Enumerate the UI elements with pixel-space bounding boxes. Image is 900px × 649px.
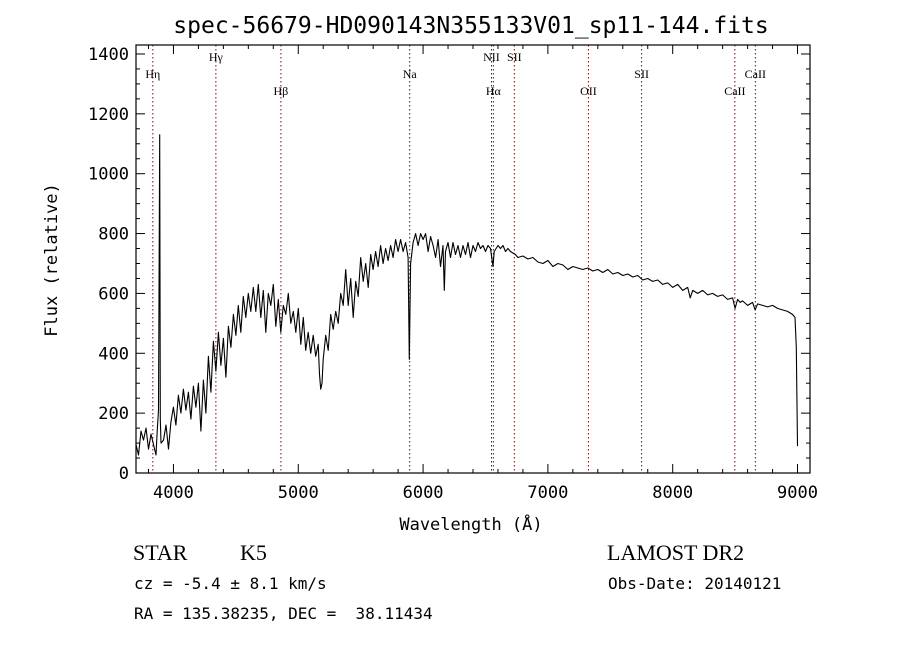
line-label-7: OII (580, 84, 597, 98)
line-label-9: CaII (724, 84, 745, 98)
x-tick-label-4: 8000 (652, 483, 693, 503)
survey-name: LAMOST DR2 (607, 540, 745, 565)
object-subclass: K5 (240, 540, 267, 565)
y-tick-label-6: 1200 (88, 105, 129, 125)
x-tick-label-5: 9000 (777, 483, 818, 503)
line-label-8: SII (634, 67, 649, 81)
line-label-6: SII (507, 50, 522, 64)
line-label-0: Hη (145, 67, 160, 81)
y-tick-label-7: 1400 (88, 45, 129, 65)
line-label-4: NII (483, 50, 500, 64)
plot-frame (135, 44, 811, 474)
y-tick-label-4: 800 (98, 225, 129, 245)
x-tick-label-1: 5000 (278, 483, 319, 503)
y-tick-label-1: 200 (98, 404, 129, 424)
chart-title: spec-56679-HD090143N355133V01_sp11-144.f… (173, 13, 768, 39)
object-class: STAR (133, 540, 188, 565)
x-axis-label: Wavelength (Å) (399, 513, 542, 535)
observation-date: Obs-Date: 20140121 (608, 574, 782, 593)
x-tick-label-2: 6000 (403, 483, 444, 503)
y-tick-label-0: 0 (119, 464, 129, 484)
y-tick-label-3: 600 (98, 284, 129, 304)
coordinates-readout: RA = 135.38235, DEC = 38.11434 (134, 604, 433, 623)
y-axis-label: Flux (relative) (42, 183, 62, 337)
spectrum-series-0 (135, 134, 799, 456)
y-tick-label-5: 1000 (88, 165, 129, 185)
line-label-2: Hβ (274, 84, 289, 98)
x-tick-label-0: 4000 (153, 483, 194, 503)
line-label-10: CaII (745, 67, 766, 81)
axes: 4000 5000 6000 7000 8000 9000 0 200 400 600 800 100… (88, 44, 818, 503)
redshift-readout: cz = -5.4 ± 8.1 km/s (134, 574, 327, 593)
line-label-1: Hγ (209, 50, 224, 64)
x-tick-label-3: 7000 (527, 483, 568, 503)
y-tick-label-2: 400 (98, 344, 129, 364)
spectrum-layer (135, 134, 799, 456)
line-label-3: Na (403, 67, 418, 81)
line-label-5: Hα (486, 84, 502, 98)
